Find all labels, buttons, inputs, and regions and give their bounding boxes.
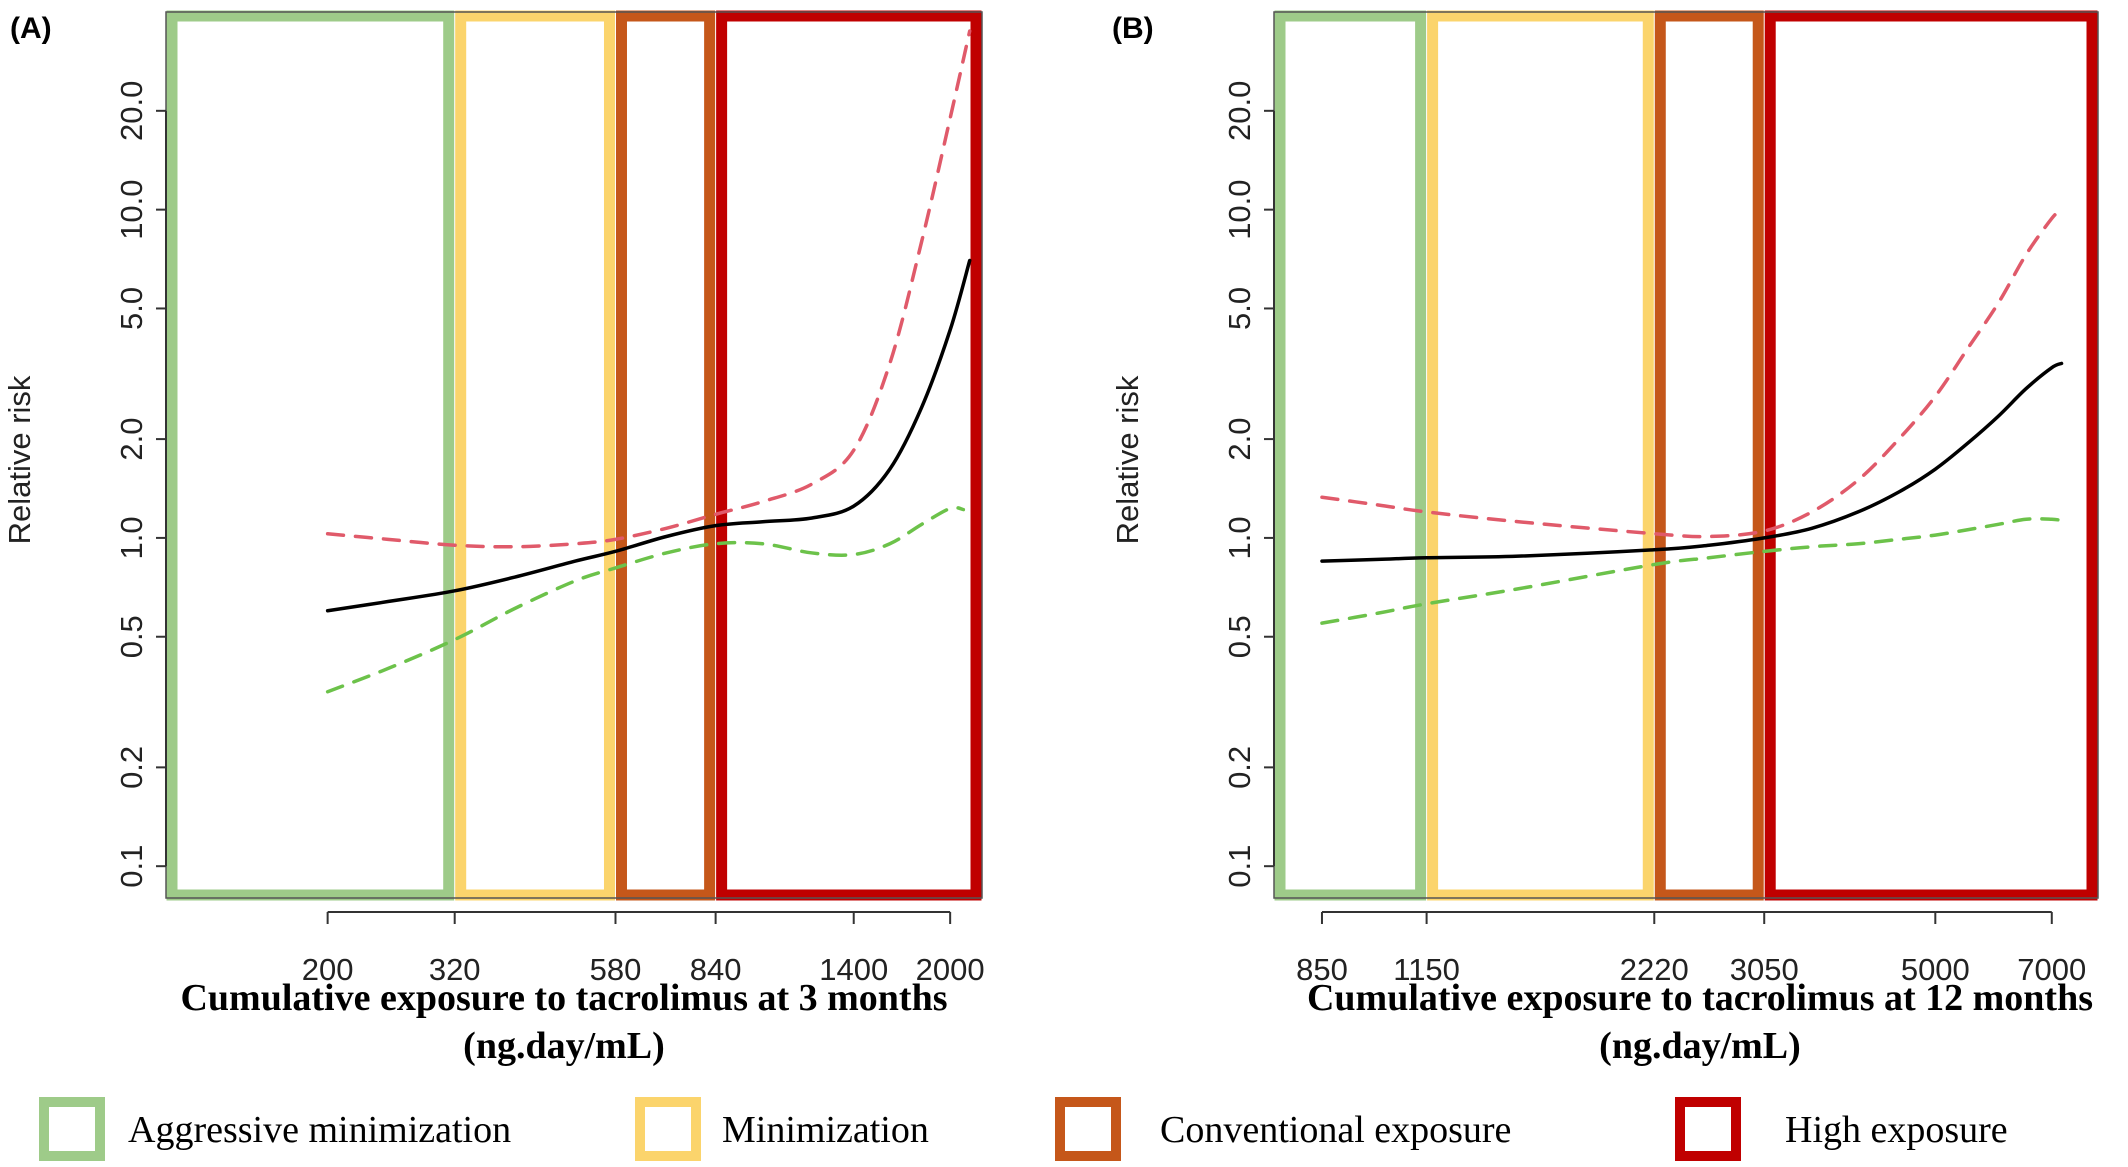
series-line-lower xyxy=(325,505,966,694)
y-tick-label: 5.0 xyxy=(1222,287,1257,330)
y-tick-label: 0.1 xyxy=(1222,845,1257,888)
series-line-lower xyxy=(1320,517,2064,625)
y-tick-label: 0.1 xyxy=(114,845,149,888)
y-tick-label: 1.0 xyxy=(1222,516,1257,559)
legend-label: High exposure xyxy=(1785,1109,2008,1151)
series-line-upper xyxy=(325,29,972,549)
y-tick-label: 2.0 xyxy=(1222,418,1257,461)
region-conventional-exposure xyxy=(615,10,716,901)
plot-frame xyxy=(1273,11,2099,899)
panel-label: (A) xyxy=(10,12,52,45)
chart-panel-1: (A) 0.1 0.2 0.5 1.0 2.0 5.0 10.0 20.0 Relative ri… xyxy=(2,10,985,1067)
x-tick-label: 3050 xyxy=(1730,952,1799,987)
x-tick-label: 7000 xyxy=(2017,952,2086,987)
chart-panel-2: (B) 0.1 0.2 0.5 1.0 2.0 5.0 10.0 20.0 Relative ri… xyxy=(1110,10,2099,1067)
x-axis-label: Cumulative exposure to tacrolimus at 3 m… xyxy=(180,977,947,1019)
y-tick-label: 0.2 xyxy=(114,746,149,789)
x-axis-unit: (ng.day/mL) xyxy=(1599,1025,1801,1067)
series-line-estimate xyxy=(1320,361,2064,563)
region-aggressive-minimization xyxy=(1274,10,1427,901)
series-line-upper xyxy=(1320,207,2064,539)
y-tick-label: 20.0 xyxy=(1222,81,1257,141)
region-minimization xyxy=(455,10,615,901)
panel-label: (B) xyxy=(1112,12,1154,45)
x-axis-label: Cumulative exposure to tacrolimus at 12 … xyxy=(1307,977,2093,1019)
legend-swatch-high-exposure xyxy=(1675,1097,1741,1161)
x-tick-label: 1150 xyxy=(1393,952,1460,987)
y-axis-label: Relative risk xyxy=(1110,375,1145,544)
legend-swatch-minimization xyxy=(635,1097,701,1161)
region-high-exposure xyxy=(716,10,982,901)
y-tick-label: 5.0 xyxy=(114,287,149,330)
x-tick-label: 320 xyxy=(429,952,481,987)
y-tick-label: 0.5 xyxy=(114,615,149,658)
y-tick-label: 10.0 xyxy=(114,179,149,239)
y-tick-label: 0.5 xyxy=(1222,615,1257,658)
region-conventional-exposure xyxy=(1654,10,1764,901)
y-tick-label: 0.2 xyxy=(1222,746,1257,789)
legend-label: Aggressive minimization xyxy=(128,1109,511,1151)
legend-label: Conventional exposure xyxy=(1160,1109,1511,1151)
x-tick-label: 840 xyxy=(690,952,742,987)
legend-swatch-conventional-exposure xyxy=(1055,1097,1121,1161)
y-tick-label: 1.0 xyxy=(114,516,149,559)
y-tick-label: 2.0 xyxy=(114,418,149,461)
x-tick-label: 850 xyxy=(1296,952,1348,987)
x-tick-label: 2000 xyxy=(916,952,985,987)
y-tick-label: 20.0 xyxy=(114,81,149,141)
region-aggressive-minimization xyxy=(166,10,455,901)
y-tick-label: 10.0 xyxy=(1222,179,1257,239)
x-tick-label: 5000 xyxy=(1901,952,1970,987)
y-axis-label: Relative risk xyxy=(2,375,37,544)
legend-swatch-aggressive-minimization xyxy=(39,1097,105,1161)
region-minimization xyxy=(1427,10,1654,901)
x-tick-label: 200 xyxy=(302,952,354,987)
x-tick-label: 2220 xyxy=(1620,952,1689,987)
legend: Aggressive minimization Minimization Conve… xyxy=(39,1097,2008,1161)
region-high-exposure xyxy=(1764,10,2098,901)
x-tick-label: 580 xyxy=(590,952,642,987)
x-tick-label: 1400 xyxy=(819,952,888,987)
legend-label: Minimization xyxy=(722,1109,929,1151)
series-line-estimate xyxy=(325,258,972,613)
plot-frame xyxy=(165,11,983,899)
x-axis-unit: (ng.day/mL) xyxy=(463,1025,665,1067)
